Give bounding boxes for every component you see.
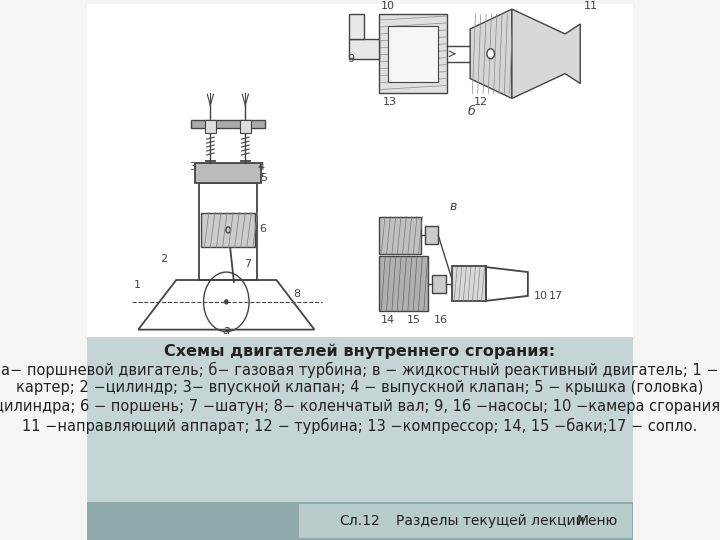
Text: 16: 16 bbox=[433, 315, 448, 325]
Text: 2: 2 bbox=[161, 254, 167, 264]
Text: 11 −направляющий аппарат; 12 − турбина; 13 −компрессор; 14, 15 −баки;17 − сопло.: 11 −направляющий аппарат; 12 − турбина; … bbox=[22, 418, 698, 434]
Circle shape bbox=[225, 300, 228, 304]
Bar bbox=[199, 183, 258, 280]
FancyBboxPatch shape bbox=[86, 4, 634, 336]
Text: 4: 4 bbox=[258, 162, 264, 172]
Text: Разделы текущей лекции: Разделы текущей лекции bbox=[396, 514, 585, 528]
Text: Схемы двигателей внутреннего сгорания:: Схемы двигателей внутреннего сгорания: bbox=[164, 343, 556, 359]
Text: 10: 10 bbox=[382, 1, 395, 11]
FancyBboxPatch shape bbox=[300, 504, 420, 538]
Text: 17: 17 bbox=[549, 291, 563, 301]
Bar bbox=[192, 120, 265, 128]
Text: цилиндра; 6 − поршень; 7 −шатун; 8− коленчатый вал; 9, 16 −насосы; 10 −камера сг: цилиндра; 6 − поршень; 7 −шатун; 8− коле… bbox=[0, 399, 720, 414]
Circle shape bbox=[487, 49, 495, 59]
Polygon shape bbox=[470, 9, 512, 98]
Bar bbox=[379, 217, 420, 254]
Bar bbox=[452, 266, 486, 301]
FancyBboxPatch shape bbox=[562, 504, 632, 538]
Text: 11: 11 bbox=[584, 1, 598, 11]
Polygon shape bbox=[512, 9, 580, 98]
Text: в: в bbox=[450, 200, 457, 213]
Bar bbox=[205, 120, 216, 133]
Text: 10: 10 bbox=[534, 291, 548, 301]
Text: 7: 7 bbox=[244, 259, 251, 269]
Bar bbox=[379, 256, 428, 311]
Bar bbox=[425, 226, 438, 244]
Text: 14: 14 bbox=[380, 315, 395, 325]
Bar bbox=[379, 14, 447, 93]
FancyBboxPatch shape bbox=[420, 504, 562, 538]
Text: 8: 8 bbox=[293, 289, 300, 299]
Text: картер; 2 −цилиндр; 3− впускной клапан; 4 − выпускной клапан; 5 − крышка (головк: картер; 2 −цилиндр; 3− впускной клапан; … bbox=[17, 380, 703, 395]
Text: 3: 3 bbox=[189, 162, 196, 172]
Text: Меню: Меню bbox=[576, 514, 618, 528]
Text: 6: 6 bbox=[259, 225, 266, 234]
Bar bbox=[388, 26, 438, 82]
Bar bbox=[202, 213, 255, 247]
Text: а: а bbox=[222, 323, 230, 336]
Bar bbox=[348, 14, 364, 39]
Text: 12: 12 bbox=[474, 97, 488, 107]
Bar bbox=[348, 39, 379, 59]
Text: а− поршневой двигатель; б− газовая турбина; в − жидкостный реактивный двигатель;: а− поршневой двигатель; б− газовая турби… bbox=[1, 361, 719, 377]
FancyBboxPatch shape bbox=[86, 336, 634, 502]
Text: Сл.12: Сл.12 bbox=[340, 514, 380, 528]
Bar bbox=[195, 163, 261, 183]
Text: б: б bbox=[468, 105, 475, 118]
FancyBboxPatch shape bbox=[86, 502, 634, 540]
Bar bbox=[432, 275, 446, 293]
Text: 1: 1 bbox=[134, 280, 140, 290]
Text: 9: 9 bbox=[347, 53, 354, 64]
Text: 13: 13 bbox=[383, 97, 397, 107]
Text: 5: 5 bbox=[260, 173, 266, 183]
Bar bbox=[240, 120, 251, 133]
Text: 15: 15 bbox=[407, 315, 421, 325]
